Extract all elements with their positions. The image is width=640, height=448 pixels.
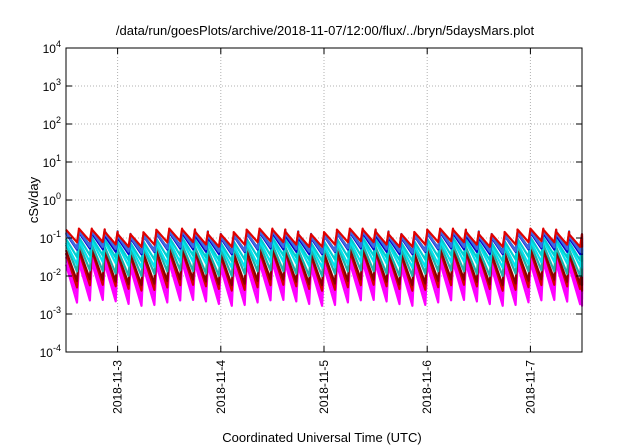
x-tick-label: 2018-11-6 [420, 360, 434, 414]
x-tick-label: 2018-11-5 [317, 360, 331, 414]
y-tick-label: 101 [43, 153, 61, 170]
grid [66, 48, 582, 352]
ticks [66, 47, 582, 353]
x-tick-label: 2018-11-4 [214, 360, 228, 414]
y-tick-labels: 10-4 10-3 10-2 10-1 100 101 102 103 104 [40, 39, 61, 360]
x-axis-label: Coordinated Universal Time (UTC) [222, 430, 421, 445]
y-tick-label: 100 [43, 191, 61, 208]
series-line [65, 227, 584, 248]
y-tick-label: 10-4 [40, 343, 61, 360]
y-tick-label: 102 [43, 115, 61, 132]
y-tick-label: 10-2 [40, 267, 61, 284]
y-tick-label: 103 [43, 77, 61, 94]
y-tick-label: 10-1 [40, 229, 61, 246]
y-tick-label: 10-3 [40, 305, 61, 322]
x-tick-label: 2018-11-3 [111, 360, 125, 414]
y-tick-label: 104 [43, 39, 61, 56]
series-group [64, 227, 584, 307]
chart-title: /data/run/goesPlots/archive/2018-11-07/1… [116, 23, 535, 38]
y-axis-label: cSv/day [26, 176, 41, 223]
x-tick-labels: 2018-11-3 2018-11-4 2018-11-5 2018-11-6 2018… [111, 360, 538, 414]
x-tick-label: 2018-11-7 [523, 360, 537, 414]
